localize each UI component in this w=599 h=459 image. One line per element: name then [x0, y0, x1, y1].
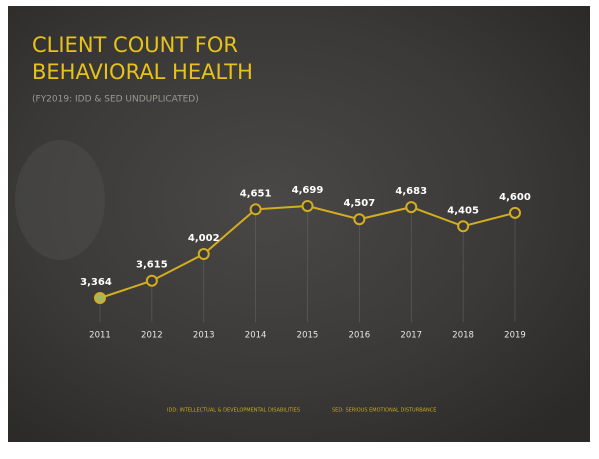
x-tick-label: 2016: [349, 331, 371, 341]
point: [145, 274, 158, 287]
title-line: BEHAVIORAL HEALTH: [32, 60, 253, 84]
point: [509, 206, 521, 219]
x-tick-label: 2013: [193, 331, 215, 341]
data-label: 4,507: [344, 198, 376, 209]
background-decoration: [15, 140, 105, 260]
point: [353, 213, 366, 226]
point: [197, 248, 210, 261]
x-tick-label: 2011: [89, 331, 111, 341]
chart-subtitle: (FY2019: IDD & SED UNDUPLICATED): [32, 95, 199, 105]
x-tick-label: 2017: [400, 331, 422, 341]
point: [249, 203, 262, 216]
data-label: 4,699: [292, 185, 324, 196]
data-label: 4,405: [447, 205, 479, 216]
point: [405, 201, 418, 214]
data-label: 3,364: [80, 277, 112, 288]
point: [94, 292, 106, 304]
data-label: 4,683: [395, 186, 427, 197]
point: [301, 200, 314, 212]
slide-background: [8, 6, 590, 442]
data-label: 4,002: [188, 233, 220, 244]
x-tick-label: 2018: [452, 331, 474, 341]
footnote: IDD: INTELLECTUAL & DEVELOPMENTAL DISABI…: [167, 408, 300, 414]
data-label: 4,600: [499, 192, 531, 203]
x-tick-label: 2019: [504, 331, 526, 341]
title-line: CLIENT COUNT FOR: [32, 33, 238, 57]
data-label: 4,651: [240, 188, 272, 199]
x-tick-label: 2015: [297, 331, 319, 341]
footnote: SED: SERIOUS EMOTIONAL DISTURBANCE: [332, 408, 436, 414]
chart-title: CLIENT COUNT FOR BEHAVIORAL HEALTH: [32, 33, 253, 84]
data-label: 3,615: [136, 260, 168, 271]
point: [457, 220, 470, 233]
x-tick-label: 2012: [141, 331, 163, 341]
x-tick-label: 2014: [245, 331, 267, 341]
